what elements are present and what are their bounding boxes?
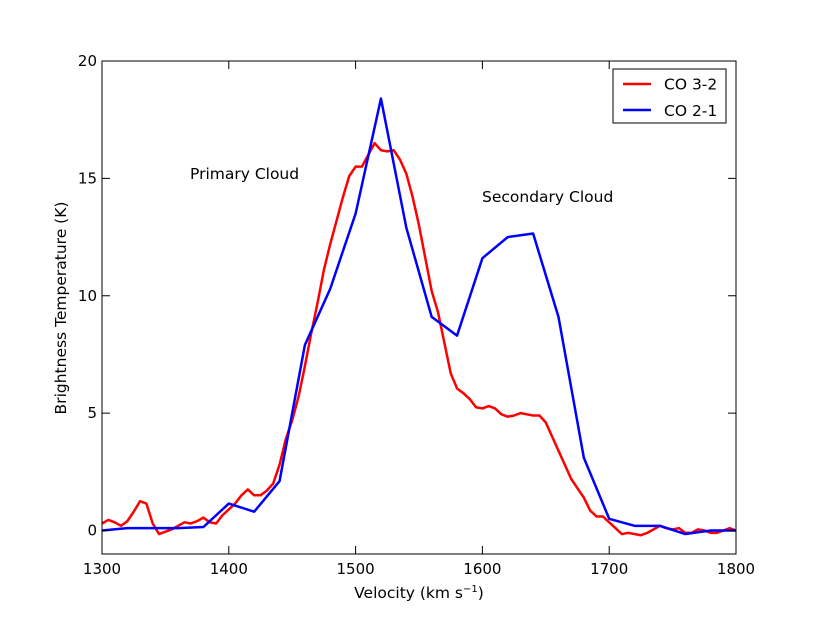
- legend-box: [612, 68, 727, 124]
- axis-ticks: [101, 60, 737, 554]
- x-axis-label-close: ): [478, 584, 484, 602]
- y-tick-label: 20: [78, 52, 97, 70]
- plot-frame: [101, 60, 737, 555]
- x-tick-label: 1600: [463, 560, 501, 578]
- x-axis-label-exponent: −1: [463, 584, 478, 595]
- legend-label-co-2-1: CO 2-1: [664, 102, 717, 120]
- x-tick-label: 1500: [337, 560, 375, 578]
- x-tick-label: 1400: [210, 560, 248, 578]
- x-tick-label: 1300: [83, 560, 121, 578]
- y-tick-label: 0: [87, 522, 97, 540]
- series-line-co-2-1: [101, 97, 736, 536]
- y-axis-label: Brightness Temperature (K): [52, 202, 70, 415]
- plot-lines: [101, 97, 737, 537]
- y-tick-label: 10: [78, 287, 97, 305]
- x-axis-label: Velocity (km s−1): [354, 584, 484, 602]
- x-tick-label: 1800: [717, 560, 755, 578]
- series-line-co-3-2: [101, 141, 737, 537]
- annotation-primary-cloud: Primary Cloud: [190, 165, 299, 183]
- x-tick-label: 1700: [590, 560, 628, 578]
- y-tick-label: 15: [78, 169, 97, 187]
- annotation-secondary-cloud: Secondary Cloud: [482, 188, 613, 206]
- legend: CO 3-2 CO 2-1: [612, 68, 727, 124]
- legend-label-co-3-2: CO 3-2: [664, 76, 717, 94]
- tick-labels: 1300 1400 1500 1600 1700 1800 0 5 10 15 20: [78, 52, 755, 578]
- x-axis-label-main: Velocity (km s: [354, 584, 463, 602]
- y-tick-label: 5: [87, 404, 97, 422]
